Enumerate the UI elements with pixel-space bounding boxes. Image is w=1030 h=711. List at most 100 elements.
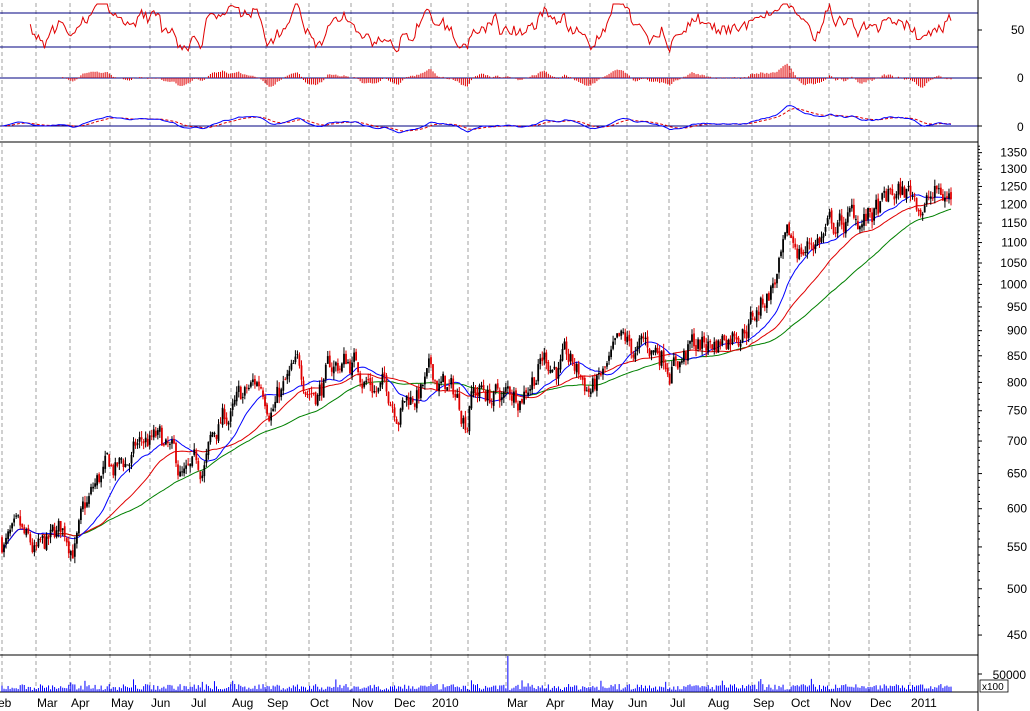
candle-body xyxy=(925,195,928,205)
candle-body xyxy=(476,392,479,396)
candle-body xyxy=(363,382,366,387)
candle-body xyxy=(39,539,42,540)
candle-body xyxy=(219,422,222,424)
candle-body xyxy=(169,443,171,445)
candle-body xyxy=(620,330,623,336)
candle-body xyxy=(610,349,612,357)
candle-body xyxy=(608,355,610,361)
candle-body xyxy=(130,454,133,464)
candle-body xyxy=(254,379,256,385)
candle-body xyxy=(480,385,483,387)
candle-body xyxy=(935,185,938,190)
candle-body xyxy=(361,383,364,389)
candle-body xyxy=(332,366,335,374)
candle-body xyxy=(464,416,467,431)
candle-body xyxy=(670,366,673,384)
candle-body xyxy=(496,383,499,389)
candle-body xyxy=(15,515,18,517)
price-tick-label: 650 xyxy=(1007,467,1027,481)
candle-body xyxy=(371,383,374,393)
candle-body xyxy=(604,366,606,368)
candle-body xyxy=(800,247,803,254)
candle-body xyxy=(124,463,127,468)
candle-body xyxy=(875,199,877,210)
candle-body xyxy=(203,465,206,477)
price-tick-label: 900 xyxy=(1007,324,1027,338)
candle-body xyxy=(559,359,562,370)
candle-body xyxy=(322,379,325,398)
price-tick-label: 450 xyxy=(1007,628,1027,642)
month-tick-label: Jun xyxy=(151,696,170,710)
candle-body xyxy=(1,537,3,553)
candle-body xyxy=(944,197,946,202)
candle-body xyxy=(757,311,760,315)
candle-body xyxy=(711,344,714,350)
candle-body xyxy=(84,502,86,509)
candle-body xyxy=(243,387,246,396)
candle-body xyxy=(687,344,689,361)
candle-body xyxy=(268,415,270,421)
candle-body xyxy=(278,387,281,398)
candle-body xyxy=(549,370,552,374)
month-tick-label: Dec xyxy=(394,696,415,710)
candle-body xyxy=(887,189,890,202)
candle-body xyxy=(853,204,855,218)
candle-body xyxy=(355,351,357,361)
candle-body xyxy=(466,431,469,433)
candle-body xyxy=(812,245,815,251)
candle-body xyxy=(339,368,341,370)
candle-body xyxy=(223,409,226,420)
candle-body xyxy=(248,387,250,389)
candle-body xyxy=(482,385,485,390)
price-tick-label: 1100 xyxy=(1001,236,1027,250)
candle-body xyxy=(587,388,590,393)
candle-body xyxy=(513,391,515,403)
candle-body xyxy=(889,188,892,190)
candle-body xyxy=(804,252,807,253)
candle-body xyxy=(69,551,72,556)
candle-body xyxy=(780,251,782,257)
candle-body xyxy=(276,386,279,403)
candle-body xyxy=(594,378,596,390)
candle-body xyxy=(316,395,319,406)
macd-line-panel xyxy=(0,105,978,134)
candle-body xyxy=(776,274,778,284)
candle-body xyxy=(749,312,752,324)
candle-body xyxy=(816,238,819,245)
candle-body xyxy=(691,334,693,342)
candle-body xyxy=(324,364,327,380)
candle-body xyxy=(367,379,370,381)
candle-body xyxy=(420,384,422,398)
candle-body xyxy=(187,463,190,465)
candle-body xyxy=(822,233,825,238)
candle-body xyxy=(29,534,32,543)
candle-body xyxy=(9,529,11,534)
candle-body xyxy=(543,352,546,360)
candle-body xyxy=(302,380,305,391)
candle-body xyxy=(280,389,283,397)
candle-body xyxy=(415,390,418,409)
candle-body xyxy=(21,523,24,528)
candle-body xyxy=(403,401,406,403)
candle-body xyxy=(266,404,268,415)
month-tick-label: Mar xyxy=(37,696,58,710)
candle-body xyxy=(88,496,90,504)
candle-body xyxy=(337,363,339,371)
candle-body xyxy=(656,348,659,353)
candle-body xyxy=(171,440,173,444)
candle-body xyxy=(844,221,847,234)
candle-body xyxy=(585,390,588,392)
candle-body xyxy=(693,333,695,347)
candle-body xyxy=(721,335,724,345)
candle-body xyxy=(745,331,748,339)
candle-body xyxy=(252,379,254,382)
candle-body xyxy=(359,373,362,383)
candle-body xyxy=(642,336,645,339)
price-tick-label: 500 xyxy=(1007,582,1027,596)
price-tick-label: 850 xyxy=(1007,349,1027,363)
candle-body xyxy=(73,543,76,557)
candle-body xyxy=(106,452,109,454)
candle-body xyxy=(341,363,343,372)
candle-body xyxy=(940,187,942,195)
candle-body xyxy=(589,391,592,395)
